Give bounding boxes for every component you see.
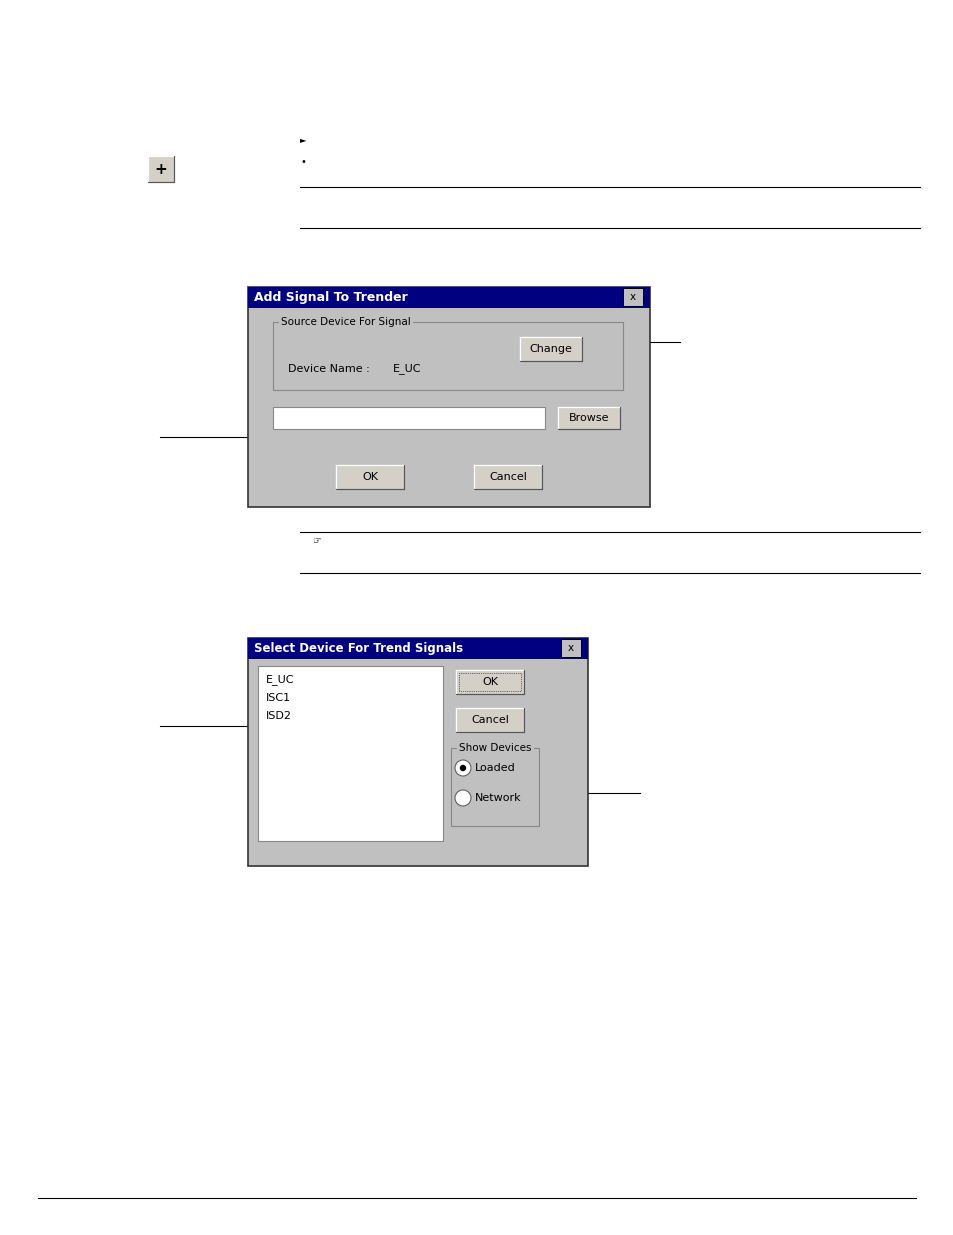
Text: Source Device For Signal: Source Device For Signal (281, 317, 411, 327)
Text: Device Name :: Device Name : (288, 364, 370, 374)
Bar (560, 638, 580, 657)
Bar (257, 666, 442, 841)
Text: Network: Network (475, 793, 521, 803)
Text: Browse: Browse (568, 412, 609, 424)
Text: Add Signal To Trender: Add Signal To Trender (253, 291, 407, 304)
Bar (248, 638, 587, 659)
Text: ISC1: ISC1 (266, 693, 291, 703)
Bar (558, 408, 619, 429)
Bar (273, 322, 622, 390)
Text: OK: OK (361, 472, 377, 482)
Bar (248, 638, 587, 866)
Text: •: • (299, 157, 306, 167)
Text: Loaded: Loaded (475, 763, 516, 773)
Bar (456, 708, 523, 732)
Text: E_UC: E_UC (393, 363, 421, 374)
Text: Show Devices: Show Devices (458, 743, 531, 753)
Text: ISD2: ISD2 (266, 711, 292, 721)
Text: E_UC: E_UC (266, 674, 294, 685)
Text: Change: Change (529, 345, 572, 354)
Bar (451, 748, 538, 826)
Text: +: + (154, 162, 167, 177)
Bar (248, 287, 649, 308)
Bar (622, 288, 642, 306)
Text: Select Device For Trend Signals: Select Device For Trend Signals (253, 642, 462, 655)
Bar (273, 408, 544, 429)
Bar (519, 337, 581, 361)
Ellipse shape (455, 760, 471, 776)
Bar (474, 466, 541, 489)
Text: OK: OK (481, 677, 497, 687)
Bar (335, 466, 403, 489)
Bar (248, 287, 649, 508)
Text: Cancel: Cancel (489, 472, 526, 482)
Text: x: x (567, 643, 574, 653)
Ellipse shape (459, 764, 466, 771)
Bar (148, 156, 173, 182)
Text: ►: ► (299, 136, 306, 144)
Text: x: x (629, 291, 636, 303)
Text: Cancel: Cancel (471, 715, 508, 725)
Bar (456, 671, 523, 694)
Text: ☞: ☞ (312, 536, 320, 546)
Ellipse shape (455, 790, 471, 806)
Bar (458, 673, 520, 692)
